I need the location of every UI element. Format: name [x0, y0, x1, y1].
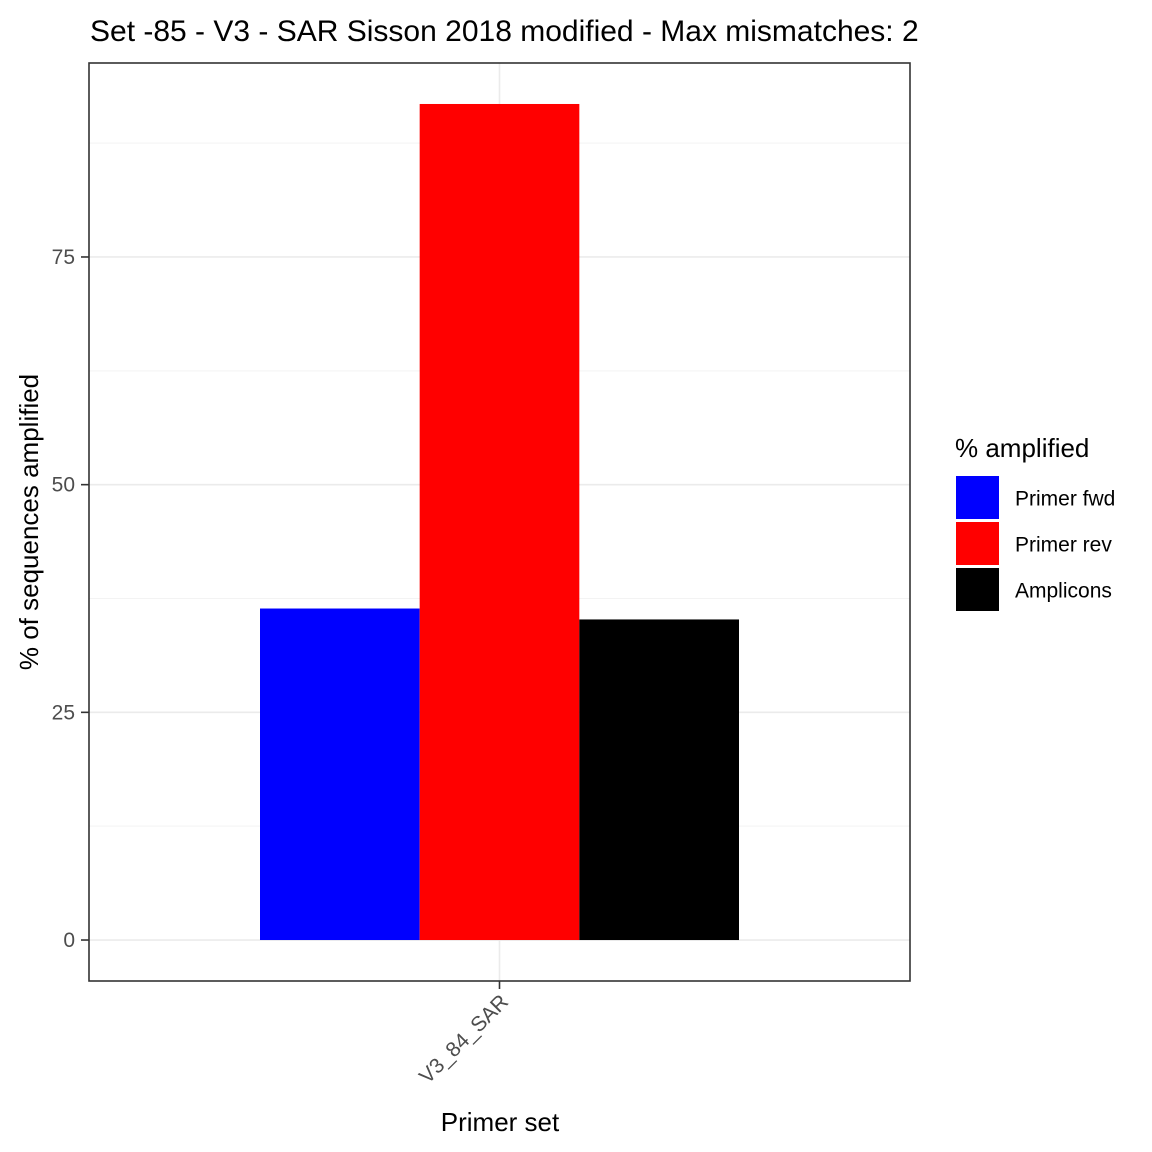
legend: % amplified Primer fwd Primer rev Amplicon…: [955, 433, 1115, 611]
y-tick-label: 75: [52, 246, 75, 269]
bars: [260, 103, 739, 941]
legend-label: Primer rev: [1015, 534, 1112, 557]
y-tick-label: 25: [52, 701, 75, 724]
legend-label: Primer fwd: [1015, 488, 1115, 511]
bar-amplicons: [579, 619, 739, 941]
legend-items: Primer fwd Primer rev Amplicons: [956, 476, 1115, 611]
x-tick-label: V3_84_SAR: [415, 990, 513, 1088]
chart-title: Set -85 - V3 - SAR Sisson 2018 modified …: [90, 15, 919, 48]
legend-key: [956, 568, 999, 611]
legend-key: [956, 476, 999, 519]
y-tick-label: 50: [52, 474, 75, 497]
y-axis-title: % of sequences amplified: [14, 374, 44, 670]
y-axis: 0 25 50 75: [52, 246, 89, 952]
x-axis: V3_84_SAR: [415, 981, 513, 1088]
legend-key: [956, 522, 999, 565]
plot-panel: [88, 62, 911, 982]
legend-label: Amplicons: [1015, 580, 1112, 603]
legend-title: % amplified: [955, 433, 1089, 463]
y-tick-label: 0: [63, 929, 75, 952]
bar-primer-fwd: [260, 608, 420, 941]
bar-primer-rev: [419, 103, 580, 941]
x-axis-title: Primer set: [441, 1107, 560, 1137]
